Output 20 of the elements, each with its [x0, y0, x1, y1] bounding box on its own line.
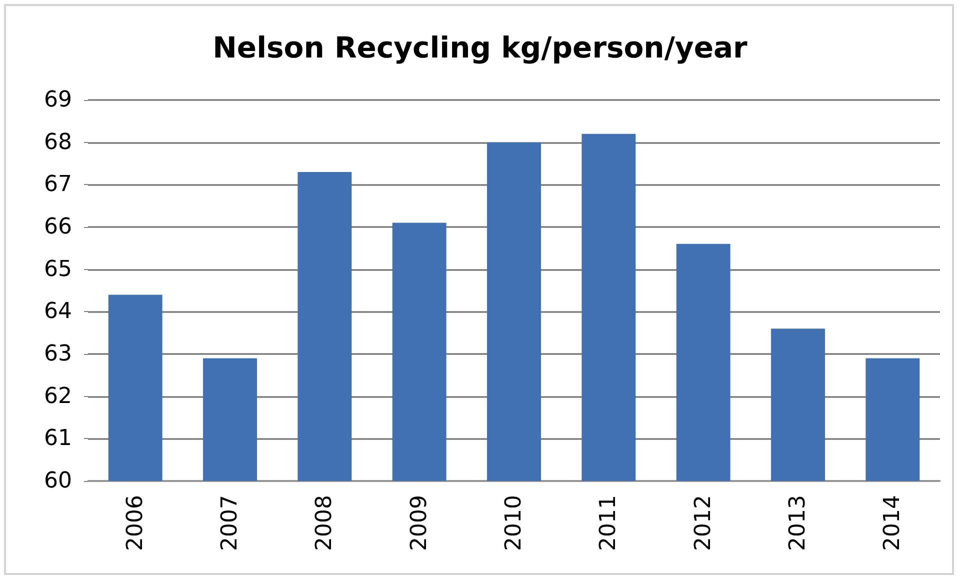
x-tick-label: 2013 — [786, 495, 810, 551]
y-tick-label: 68 — [44, 130, 72, 155]
x-tick-label: 2007 — [218, 495, 242, 551]
x-tick-label: 2008 — [312, 495, 338, 551]
x-tick-label: 2011 — [596, 495, 622, 551]
x-tick-label: 2014 — [880, 495, 906, 551]
y-tick-label: 66 — [44, 214, 72, 240]
x-tick-label: 2010 — [502, 495, 526, 551]
y-tick-label: 62 — [44, 384, 72, 409]
y-tick-label: 63 — [44, 342, 72, 366]
chart-title: Nelson Recycling kg/person/year — [212, 30, 748, 64]
x-tick-label: 2009 — [406, 495, 432, 551]
y-tick-label: 65 — [44, 256, 72, 282]
x-tick-label: 2006 — [122, 495, 148, 551]
y-tick-label: 69 — [44, 88, 72, 112]
y-tick-label: 61 — [44, 426, 72, 452]
y-tick-label: 60 — [44, 468, 72, 494]
y-tick-label: 67 — [44, 172, 72, 198]
x-tick-label: 2012 — [690, 495, 716, 551]
y-tick-label: 64 — [44, 299, 72, 324]
